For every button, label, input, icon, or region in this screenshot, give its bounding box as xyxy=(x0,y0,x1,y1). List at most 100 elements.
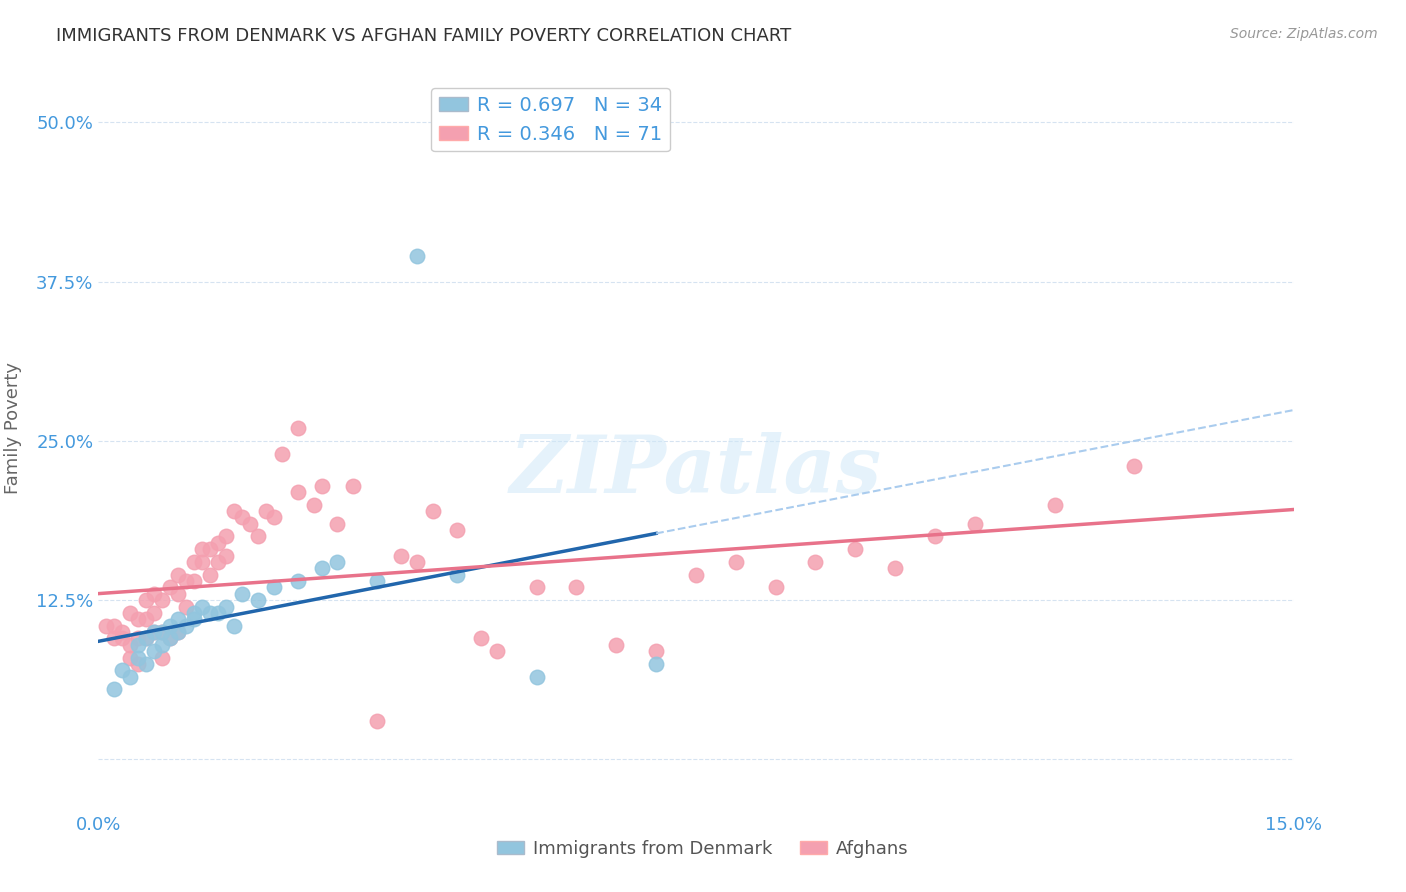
Point xyxy=(302,498,325,512)
Point xyxy=(103,632,125,646)
Text: IMMIGRANTS FROM DENMARK VS AFGHAN FAMILY POVERTY CORRELATION CHART: IMMIGRANTS FROM DENMARK VS AFGHAN FAMILY… xyxy=(56,27,792,45)
Point xyxy=(135,657,157,671)
Point xyxy=(389,549,412,563)
Point xyxy=(111,625,134,640)
Point xyxy=(191,555,214,569)
Point xyxy=(645,657,668,671)
Text: 0.0%: 0.0% xyxy=(76,815,121,833)
Point xyxy=(366,574,388,588)
Point xyxy=(167,612,190,626)
Point xyxy=(143,606,166,620)
Point xyxy=(231,587,253,601)
Point xyxy=(645,644,668,658)
Legend: R = 0.697   N = 34, R = 0.346   N = 71: R = 0.697 N = 34, R = 0.346 N = 71 xyxy=(430,88,671,152)
Text: Source: ZipAtlas.com: Source: ZipAtlas.com xyxy=(1230,27,1378,41)
Point xyxy=(150,638,173,652)
Point xyxy=(159,581,181,595)
Point xyxy=(150,625,173,640)
Point xyxy=(143,587,166,601)
Y-axis label: Family Poverty: Family Poverty xyxy=(4,362,22,494)
Point xyxy=(222,618,245,632)
Point xyxy=(924,529,946,543)
Point xyxy=(135,632,157,646)
Point xyxy=(120,638,142,652)
Point xyxy=(174,574,197,588)
Point xyxy=(246,529,269,543)
Point xyxy=(470,632,492,646)
Point xyxy=(963,516,986,531)
Point xyxy=(215,599,238,614)
Point xyxy=(287,574,309,588)
Point xyxy=(120,650,142,665)
Point xyxy=(311,478,333,492)
Point xyxy=(135,612,157,626)
Point xyxy=(565,581,588,595)
Point xyxy=(222,504,245,518)
Point xyxy=(183,555,205,569)
Point xyxy=(526,581,548,595)
Point xyxy=(167,567,190,582)
Point xyxy=(287,421,309,435)
Point xyxy=(111,663,134,677)
Point xyxy=(127,632,149,646)
Point xyxy=(174,618,197,632)
Point xyxy=(127,612,149,626)
Point xyxy=(127,638,149,652)
Point xyxy=(765,581,787,595)
Point xyxy=(143,625,166,640)
Point xyxy=(198,606,221,620)
Point xyxy=(406,249,429,263)
Point xyxy=(844,542,866,557)
Point xyxy=(143,644,166,658)
Point xyxy=(159,632,181,646)
Point xyxy=(135,593,157,607)
Point xyxy=(270,447,292,461)
Point xyxy=(207,555,229,569)
Point xyxy=(263,510,285,524)
Point xyxy=(167,625,190,640)
Point xyxy=(263,581,285,595)
Point xyxy=(96,618,118,632)
Point xyxy=(103,682,125,697)
Point xyxy=(167,587,190,601)
Text: ZIPatlas: ZIPatlas xyxy=(510,433,882,509)
Point xyxy=(191,542,214,557)
Legend: Immigrants from Denmark, Afghans: Immigrants from Denmark, Afghans xyxy=(491,833,915,865)
Point xyxy=(215,549,238,563)
Point xyxy=(231,510,253,524)
Point xyxy=(311,561,333,575)
Point xyxy=(326,516,349,531)
Point xyxy=(446,567,468,582)
Point xyxy=(605,638,627,652)
Point xyxy=(526,670,548,684)
Point xyxy=(366,714,388,729)
Point xyxy=(804,555,827,569)
Point xyxy=(1043,498,1066,512)
Point xyxy=(103,618,125,632)
Point xyxy=(198,567,221,582)
Point xyxy=(167,625,190,640)
Point xyxy=(342,478,364,492)
Point xyxy=(183,574,205,588)
Point xyxy=(150,650,173,665)
Point xyxy=(446,523,468,537)
Point xyxy=(215,529,238,543)
Point xyxy=(135,632,157,646)
Point xyxy=(246,593,269,607)
Point xyxy=(111,632,134,646)
Point xyxy=(143,625,166,640)
Point xyxy=(191,599,214,614)
Point xyxy=(422,504,444,518)
Point xyxy=(120,670,142,684)
Text: 15.0%: 15.0% xyxy=(1265,815,1322,833)
Point xyxy=(198,542,221,557)
Point xyxy=(326,555,349,569)
Point xyxy=(884,561,907,575)
Point xyxy=(127,657,149,671)
Point xyxy=(207,536,229,550)
Point xyxy=(685,567,707,582)
Point xyxy=(724,555,747,569)
Point xyxy=(287,484,309,499)
Point xyxy=(159,618,181,632)
Point xyxy=(239,516,262,531)
